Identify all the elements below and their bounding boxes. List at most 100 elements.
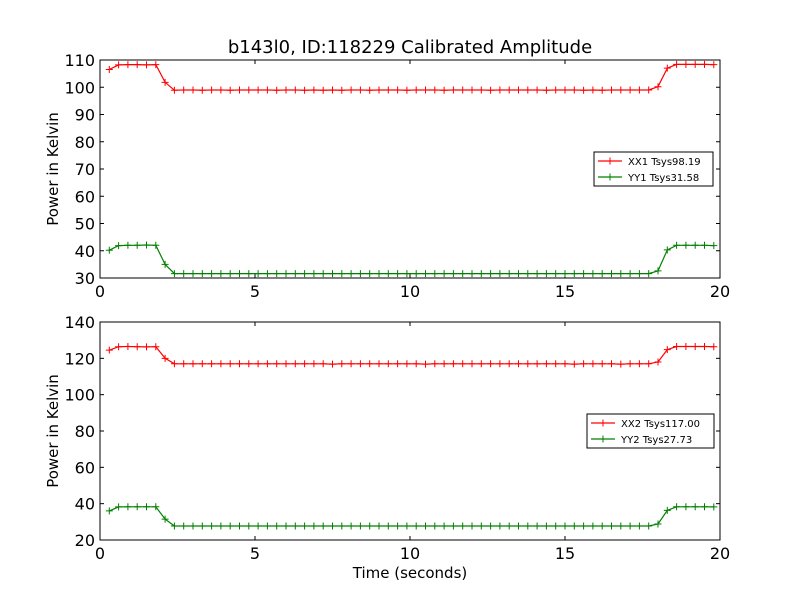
data-point — [273, 360, 281, 368]
y-tick-label: 120 — [64, 349, 95, 368]
data-point — [403, 360, 411, 368]
data-point — [105, 346, 113, 354]
data-point — [105, 246, 113, 254]
data-point — [338, 86, 346, 94]
data-point — [487, 522, 495, 530]
data-point — [673, 503, 681, 511]
data-point — [580, 270, 588, 278]
data-point — [310, 522, 318, 530]
data-point — [226, 360, 234, 368]
data-point — [635, 360, 643, 368]
data-point — [617, 360, 625, 368]
data-point — [394, 270, 402, 278]
data-point — [617, 522, 625, 530]
data-point — [115, 503, 123, 511]
data-point — [412, 522, 420, 530]
data-point — [598, 360, 606, 368]
data-point — [691, 60, 699, 68]
data-point — [691, 241, 699, 249]
data-point — [217, 86, 225, 94]
y-tick-label: 100 — [64, 78, 95, 97]
data-point — [654, 520, 662, 528]
data-point — [505, 86, 513, 94]
data-point — [431, 270, 439, 278]
data-point — [682, 241, 690, 249]
data-point — [496, 270, 504, 278]
data-point — [617, 270, 625, 278]
data-point — [608, 86, 615, 94]
data-point — [217, 270, 225, 278]
data-point — [301, 270, 309, 278]
y-tick-label: 90 — [75, 106, 95, 125]
data-point — [394, 360, 402, 368]
data-point — [533, 270, 541, 278]
data-point — [161, 515, 169, 523]
data-point — [245, 86, 253, 94]
data-point — [477, 360, 485, 368]
data-point — [635, 522, 643, 530]
data-point — [245, 270, 253, 278]
data-point — [263, 270, 271, 278]
x-tick-label: 0 — [95, 544, 105, 563]
data-point — [459, 360, 467, 368]
x-tick-label: 5 — [250, 544, 260, 563]
data-point — [542, 86, 550, 94]
data-point — [338, 522, 346, 530]
data-point — [273, 86, 281, 94]
data-point — [133, 343, 141, 351]
data-point — [403, 86, 411, 94]
data-point — [552, 270, 560, 278]
data-point — [301, 86, 309, 94]
data-point — [505, 522, 513, 530]
data-point — [459, 270, 467, 278]
data-point — [189, 86, 197, 94]
data-point — [552, 522, 560, 530]
data-point — [468, 270, 476, 278]
data-point — [598, 86, 606, 94]
x-tick-label: 15 — [555, 544, 575, 563]
data-point — [198, 270, 206, 278]
data-point — [710, 61, 718, 69]
data-point — [366, 270, 374, 278]
plot-frame — [99, 321, 721, 541]
data-point — [635, 86, 643, 94]
data-point — [505, 360, 513, 368]
data-point — [412, 86, 420, 94]
legend-marker — [606, 173, 614, 181]
data-point — [468, 522, 476, 530]
data-point — [394, 522, 402, 530]
data-point — [254, 86, 262, 94]
data-point — [422, 522, 429, 530]
data-point — [589, 86, 597, 94]
data-point — [570, 270, 578, 278]
data-point — [375, 360, 383, 368]
data-point — [477, 86, 485, 94]
data-point — [319, 522, 327, 530]
data-point — [468, 86, 476, 94]
data-point — [254, 270, 262, 278]
data-point — [152, 503, 160, 511]
x-tick-label: 5 — [250, 282, 260, 301]
data-point — [263, 86, 271, 94]
top-panel: 0 5 10 15 20 30 40 50 60 70 80 90 100 110 Power in Kel… — [44, 51, 730, 301]
data-point — [589, 270, 597, 278]
data-point — [431, 86, 439, 94]
data-point — [152, 61, 160, 69]
data-point — [542, 522, 550, 530]
data-point — [319, 86, 327, 94]
data-point — [180, 270, 188, 278]
data-point — [143, 343, 150, 351]
data-point — [366, 86, 374, 94]
data-point — [301, 522, 309, 530]
data-point — [273, 270, 281, 278]
data-point — [180, 86, 188, 94]
data-point — [338, 270, 346, 278]
data-point — [440, 86, 448, 94]
data-point — [626, 86, 634, 94]
y-tick-label: 60 — [75, 458, 95, 477]
data-point — [366, 360, 374, 368]
legend-marker — [599, 419, 607, 427]
x-tick-label: 10 — [400, 282, 420, 301]
data-point — [161, 260, 169, 268]
